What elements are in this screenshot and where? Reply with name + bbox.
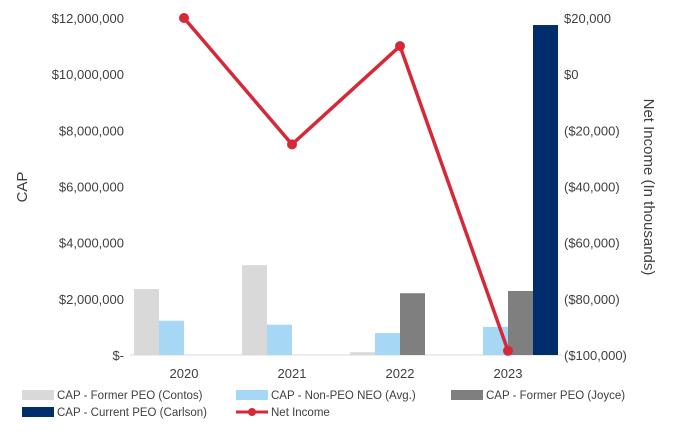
y2-tick-label: $20,000: [564, 11, 611, 26]
net-income-point: [287, 139, 297, 150]
x-tick-label: 2023: [494, 366, 523, 381]
bar: [533, 25, 558, 355]
net-income-point: [503, 345, 513, 356]
y2-tick-label: ($80,000): [564, 292, 620, 307]
bar: [508, 290, 533, 355]
bar: [350, 352, 375, 355]
x-axis-ticks: 2020 2021 2022 2023: [170, 366, 523, 381]
y-tick-label: $10,000,000: [52, 67, 124, 82]
net-income-line-group: [179, 13, 513, 356]
bar: [242, 265, 267, 355]
x-tick-label: 2020: [170, 366, 199, 381]
y-axis-ticks: $- $2,000,000 $4,000,000 $6,000,000 $8,000,0…: [52, 11, 124, 363]
bar: [400, 293, 425, 355]
legend-marker: [248, 408, 256, 416]
legend-label: CAP - Former PEO (Contos): [57, 390, 203, 402]
y-tick-label: $12,000,000: [52, 11, 124, 26]
legend-label: CAP - Non-PEO NEO (Avg.): [271, 390, 416, 402]
y2-tick-label: ($100,000): [564, 348, 627, 363]
y-tick-label: $2,000,000: [59, 292, 124, 307]
bar: [267, 324, 292, 355]
bars: [134, 25, 558, 355]
legend-label: Net Income: [271, 407, 330, 419]
legend-swatch: [22, 390, 54, 400]
x-tick-label: 2022: [386, 366, 415, 381]
y2-tick-label: ($60,000): [564, 236, 620, 251]
bar: [375, 333, 400, 355]
legend-swatch: [22, 407, 54, 417]
y-tick-label: $6,000,000: [59, 180, 124, 195]
y-tick-label: $-: [112, 348, 124, 363]
net-income-point: [395, 41, 405, 52]
net-income-point: [179, 13, 189, 23]
y-tick-label: $4,000,000: [59, 236, 124, 251]
x-tick-label: 2021: [278, 366, 307, 381]
legend-label: CAP - Former PEO (Joyce): [486, 390, 625, 402]
y2-tick-label: ($40,000): [564, 180, 620, 195]
bar: [159, 320, 184, 355]
y2-tick-label: ($20,000): [564, 123, 620, 138]
bar: [134, 289, 159, 355]
net-income-line: [182, 16, 510, 352]
y-axis-title: CAP: [14, 172, 31, 203]
legend-swatch: [236, 390, 268, 400]
y-tick-label: $8,000,000: [59, 123, 124, 138]
y2-tick-label: $0: [564, 67, 578, 82]
legend: CAP - Former PEO (Contos) CAP - Non-PEO N…: [22, 390, 625, 419]
y2-axis-title: Net Income (In thousands): [640, 99, 657, 276]
y2-axis-ticks: ($100,000) ($80,000) ($60,000) ($40,000) ($2…: [564, 11, 627, 363]
legend-swatch: [451, 390, 483, 400]
legend-label: CAP - Current PEO (Carlson): [57, 407, 207, 419]
